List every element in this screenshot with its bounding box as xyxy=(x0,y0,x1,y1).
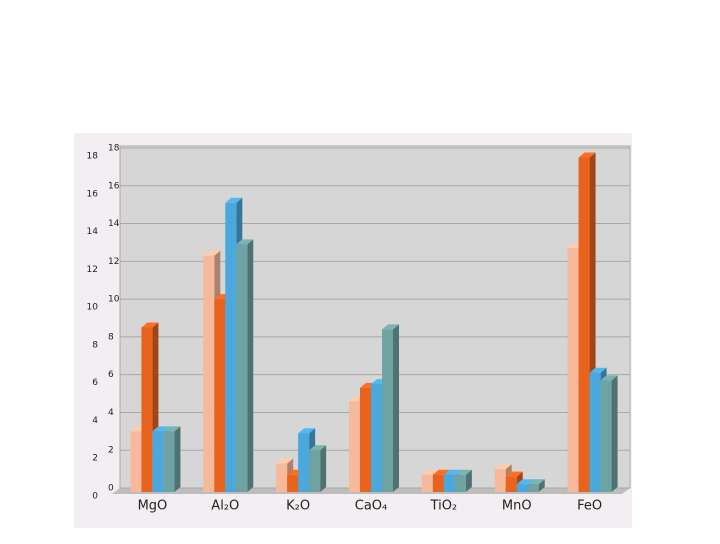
x-tick-label: MgO xyxy=(138,499,168,514)
bar-top xyxy=(203,250,221,256)
bar xyxy=(152,431,164,492)
bar-top xyxy=(578,152,596,158)
bar xyxy=(589,372,601,492)
wall-tick-label: 12 xyxy=(108,257,119,267)
bar xyxy=(287,474,299,492)
bar xyxy=(141,327,153,492)
bar-top xyxy=(516,479,534,485)
bar xyxy=(432,474,444,492)
y-tick-label: 12 xyxy=(87,265,98,275)
wall-tick-label: 2 xyxy=(108,446,114,456)
bar xyxy=(309,450,321,492)
y-tick-label: 14 xyxy=(87,227,99,237)
wall-tick-label: 10 xyxy=(108,295,120,305)
bar xyxy=(567,248,579,492)
wall-tick-label: 0 xyxy=(108,484,114,494)
bar-top xyxy=(589,367,607,373)
bar xyxy=(578,157,590,492)
y-tick-label: 4 xyxy=(92,416,98,426)
bar xyxy=(203,255,215,492)
bar-top xyxy=(298,428,316,434)
bar-side xyxy=(174,426,181,492)
bar xyxy=(298,433,310,492)
bar xyxy=(225,202,237,492)
y-tick-label: 18 xyxy=(87,152,99,162)
bar-top xyxy=(454,469,472,475)
bar-top xyxy=(421,469,439,475)
bar-side xyxy=(465,469,472,492)
bar xyxy=(516,484,528,492)
y-tick-label: 8 xyxy=(92,340,98,350)
bar xyxy=(371,384,382,492)
bar xyxy=(454,474,466,492)
bar-top xyxy=(527,479,545,485)
y-tick-label: 10 xyxy=(87,303,99,313)
x-tick-label: TiO₂ xyxy=(430,499,458,514)
bar xyxy=(349,401,360,492)
bar xyxy=(130,431,142,492)
bar-side xyxy=(247,239,254,492)
bar xyxy=(360,387,371,492)
bar-top xyxy=(494,464,512,470)
bar xyxy=(494,469,506,492)
bar-side xyxy=(538,479,545,492)
bar-side xyxy=(611,375,618,492)
bar xyxy=(236,244,248,492)
bar xyxy=(276,463,288,492)
bar-side xyxy=(320,445,327,492)
bar-top xyxy=(443,469,461,475)
bar xyxy=(443,474,455,492)
x-tick-label: K₂O xyxy=(286,499,310,514)
bar xyxy=(163,431,175,492)
bar-top xyxy=(600,375,618,381)
y-tick-label: 0 xyxy=(92,492,98,502)
bar-top xyxy=(141,322,159,328)
bar-top xyxy=(236,239,254,245)
bar-top xyxy=(432,469,450,475)
bar-top xyxy=(163,426,181,432)
bar-side xyxy=(393,324,399,492)
x-tick-label: MnO xyxy=(502,499,532,514)
bar-top xyxy=(225,197,243,203)
y-tick-label: 2 xyxy=(92,454,98,464)
bar-top xyxy=(382,324,399,330)
bar xyxy=(382,329,393,492)
wall-tick-label: 14 xyxy=(108,219,120,229)
bar xyxy=(505,476,517,492)
y-tick-label: 16 xyxy=(87,189,99,199)
bar-top xyxy=(152,426,170,432)
wall-tick-label: 18 xyxy=(108,144,120,154)
bar-top xyxy=(309,445,327,451)
bar-top xyxy=(505,471,523,477)
x-tick-label: FeO xyxy=(577,499,602,514)
bar xyxy=(600,380,612,492)
bar xyxy=(421,474,433,492)
bar xyxy=(527,484,539,492)
x-tick-label: Al₂O xyxy=(211,499,239,514)
x-tick-label: CaO₄ xyxy=(355,499,388,514)
wall-tick-label: 6 xyxy=(108,370,114,380)
y-tick-label: 6 xyxy=(92,378,98,388)
bar xyxy=(214,299,226,492)
wall-tick-label: 4 xyxy=(108,408,114,418)
wall-tick-label: 8 xyxy=(108,332,114,342)
wall-tick-label: 16 xyxy=(108,181,120,191)
bar-top xyxy=(276,458,294,464)
